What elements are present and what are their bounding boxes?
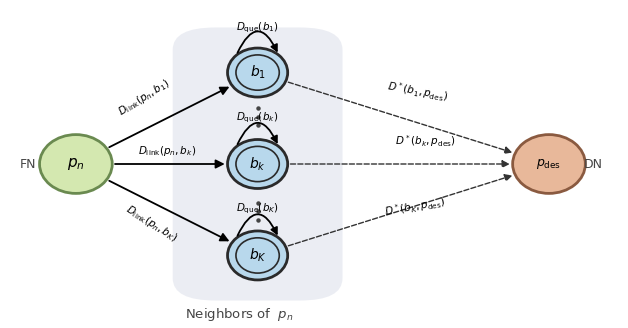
Text: DN: DN [583,157,602,171]
Text: $D_{\mathrm{que}}(b_K)$: $D_{\mathrm{que}}(b_K)$ [236,202,279,216]
Ellipse shape [227,48,288,97]
Text: $D_{\mathrm{link}}(p_n, b_1)$: $D_{\mathrm{link}}(p_n, b_1)$ [116,76,173,119]
Text: $p_n$: $p_n$ [67,156,85,172]
Text: Neighbors of  $p_n$: Neighbors of $p_n$ [185,306,293,323]
Text: $D_{\mathrm{que}}(b_k)$: $D_{\mathrm{que}}(b_k)$ [237,111,279,125]
Text: $D^*(b_k, p_{\mathrm{des}})$: $D^*(b_k, p_{\mathrm{des}})$ [396,133,457,149]
Text: $b_k$: $b_k$ [249,155,266,173]
Text: $D_{\mathrm{link}}(p_n, b_K)$: $D_{\mathrm{link}}(p_n, b_K)$ [123,202,180,245]
Text: $D^*(b_1, p_{\mathrm{des}})$: $D^*(b_1, p_{\mathrm{des}})$ [386,78,449,104]
Text: $D_{\mathrm{que}}(b_1)$: $D_{\mathrm{que}}(b_1)$ [236,21,279,35]
Text: $D^*(b_K, p_{\mathrm{des}})$: $D^*(b_K, p_{\mathrm{des}})$ [383,194,447,220]
Text: $p_{\mathrm{des}}$: $p_{\mathrm{des}}$ [536,157,561,171]
Text: FN: FN [19,157,36,171]
Ellipse shape [512,134,585,194]
Text: $b_K$: $b_K$ [249,247,266,264]
FancyBboxPatch shape [173,28,342,300]
Ellipse shape [227,231,288,280]
Ellipse shape [40,134,112,194]
Text: $b_1$: $b_1$ [249,64,266,81]
Text: $D_{\mathrm{link}}(p_n, b_k)$: $D_{\mathrm{link}}(p_n, b_k)$ [138,144,196,158]
Ellipse shape [227,139,288,189]
